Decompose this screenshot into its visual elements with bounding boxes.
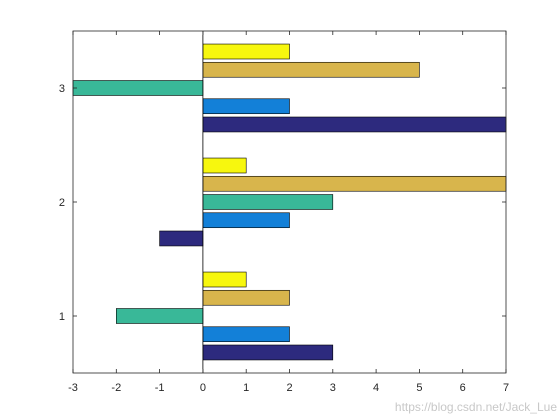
y-tick-label: 2 — [59, 197, 65, 209]
x-tick-label: 3 — [330, 382, 336, 394]
bar-cat1-series5 — [202, 271, 247, 288]
bar-cat2-series1 — [159, 230, 204, 247]
x-tick-label: 0 — [200, 382, 206, 394]
bar-cat1-series3 — [116, 308, 204, 324]
x-tick-label: 4 — [373, 382, 379, 394]
bar-cat3-series4 — [202, 61, 420, 78]
x-tick-label: -1 — [155, 382, 165, 394]
watermark-text: https://blog.csdn.net/Jack_Lue — [395, 400, 557, 414]
bar-cat2-series5 — [202, 157, 247, 174]
bar-cat2-series4 — [202, 175, 507, 192]
bar-cat2-series2 — [202, 212, 290, 229]
ticks-group: -3 -2 -1 0 1 2 3 4 5 6 7 1 2 3 — [59, 31, 509, 394]
x-tick-label: 5 — [416, 382, 422, 394]
bar-cat1-series4 — [202, 289, 290, 306]
x-tick-label: 6 — [460, 382, 466, 394]
bar-cat1-series2 — [202, 326, 290, 343]
x-tick-label: 7 — [503, 382, 509, 394]
bars-group — [72, 43, 507, 361]
bar-cat2-series3 — [202, 194, 334, 210]
x-tick-label: 2 — [286, 382, 292, 394]
x-tick-label: -3 — [68, 382, 78, 394]
y-tick-label: 3 — [59, 83, 65, 95]
x-tick-label: 1 — [243, 382, 249, 394]
bar-cat3-series2 — [202, 98, 290, 115]
y-tick-label: 1 — [59, 311, 65, 323]
bar-cat3-series3 — [72, 80, 204, 96]
x-tick-label: -2 — [111, 382, 121, 394]
bar-cat3-series5 — [202, 43, 290, 60]
bar-cat3-series1 — [202, 116, 507, 133]
bar-cat1-series1 — [202, 344, 334, 361]
